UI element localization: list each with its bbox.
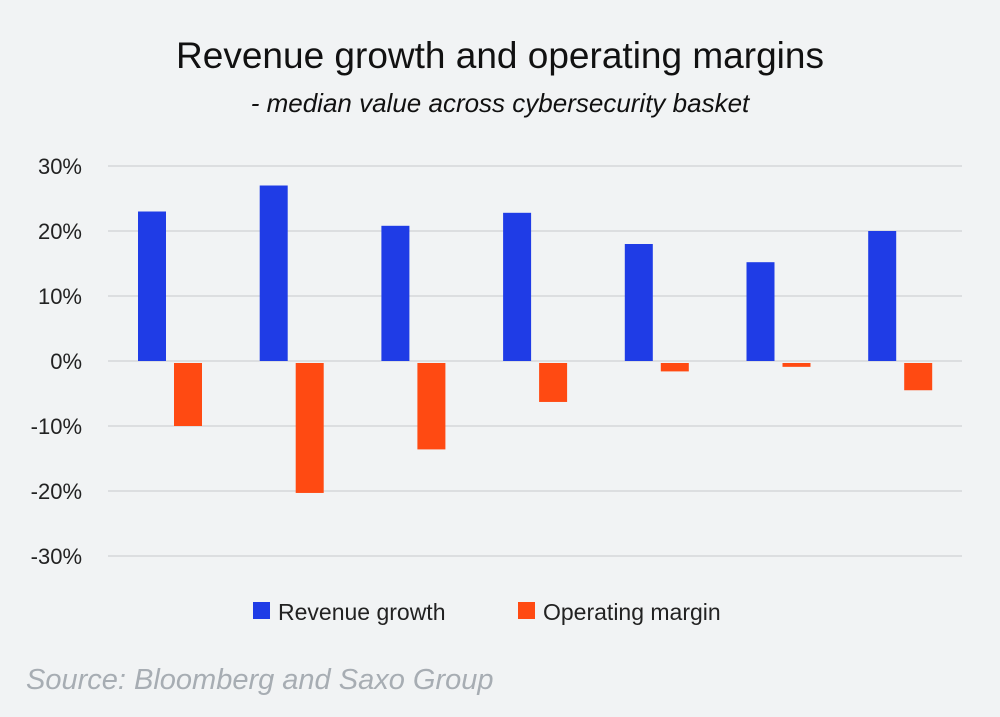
bar-revenue-growth (381, 225, 410, 361)
bar-revenue-growth (624, 244, 653, 361)
y-tick-label: 30% (38, 154, 82, 179)
y-tick-label: 0% (50, 349, 82, 374)
source-note: Source: Bloomberg and Saxo Group (26, 664, 494, 696)
legend-label-revenue-growth: Revenue growth (278, 599, 446, 625)
bars (138, 185, 933, 493)
legend-swatch-operating-margin (518, 602, 535, 619)
bar-revenue-growth (503, 212, 532, 361)
bar-operating-margin (539, 363, 568, 402)
bar-operating-margin (904, 363, 933, 391)
chart-subtitle: - median value across cybersecurity bask… (251, 88, 751, 118)
bar-operating-margin (417, 363, 446, 450)
bar-operating-margin (295, 363, 324, 493)
bar-revenue-growth (746, 262, 775, 361)
y-tick-label: 20% (38, 219, 82, 244)
y-axis-ticks: 30% 20% 10% 0% -10% -20% -30% (31, 154, 82, 569)
bar-operating-margin (782, 363, 811, 367)
legend: Revenue growth Operating margin (253, 599, 721, 625)
bar-operating-margin (174, 363, 202, 426)
y-tick-label: 10% (38, 284, 82, 309)
y-tick-label: -20% (31, 479, 82, 504)
bar-revenue-growth (259, 185, 288, 361)
y-tick-label: -30% (31, 544, 82, 569)
y-tick-label: -10% (31, 414, 82, 439)
legend-label-operating-margin: Operating margin (543, 599, 721, 625)
chart-title: Revenue growth and operating margins (176, 35, 824, 76)
gridlines (108, 165, 962, 557)
bar-revenue-growth (868, 231, 897, 361)
bar-operating-margin (660, 363, 689, 372)
bar-revenue-growth (138, 211, 166, 361)
legend-swatch-revenue-growth (253, 602, 270, 619)
